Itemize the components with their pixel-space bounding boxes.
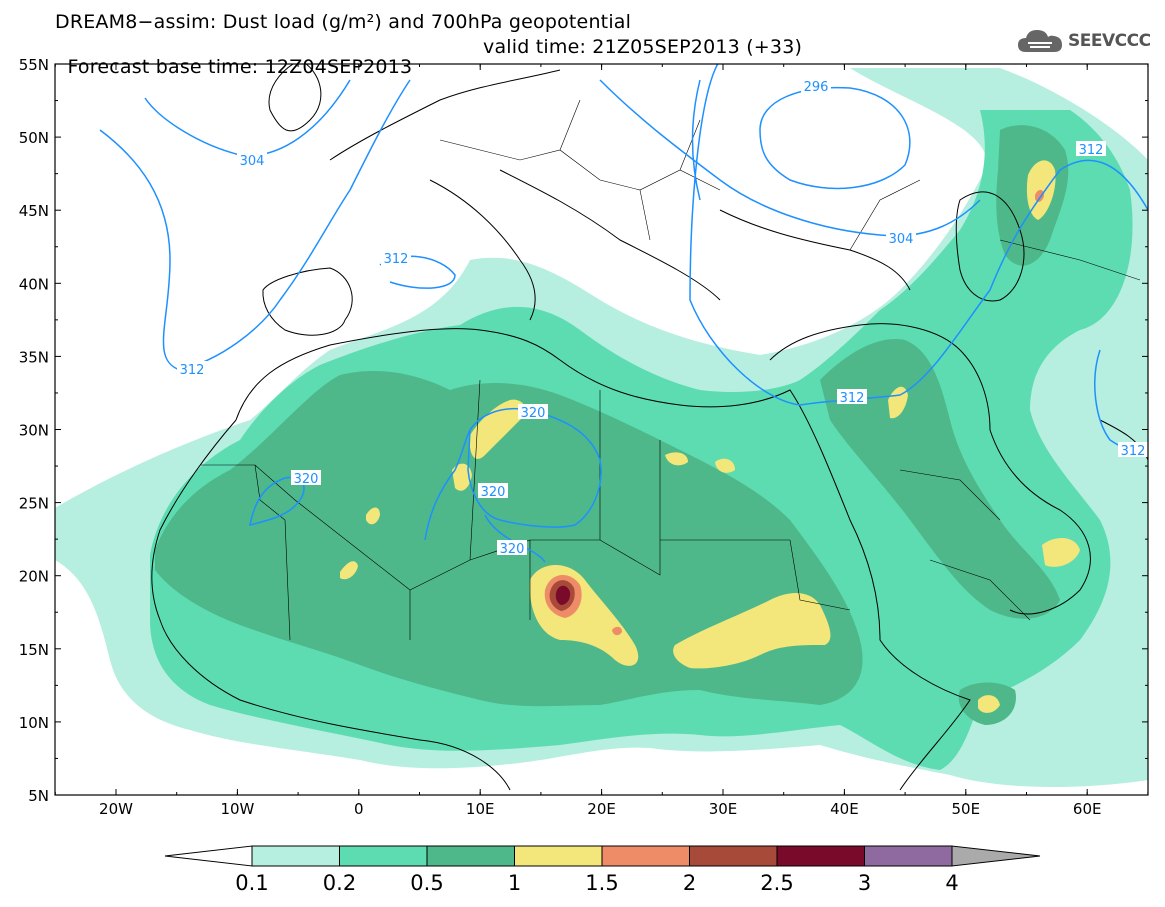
lat-label-30N: 30N bbox=[19, 422, 49, 440]
lon-label-40E: 40E bbox=[830, 800, 859, 818]
contour-label-bg bbox=[518, 404, 548, 419]
lat-label-40N: 40N bbox=[19, 275, 49, 293]
longitude-labels: 20W 10W 0 10E 20E 30E 40E 50E 60E bbox=[99, 800, 1101, 818]
contour-label: 304 bbox=[240, 154, 265, 169]
geopotential-contours bbox=[99, 64, 1148, 563]
colorbar-label: 3 bbox=[858, 871, 871, 895]
lat-label-10N: 10N bbox=[19, 714, 49, 732]
map-subtitle: Forecast base time: 12Z04SEP2013 valid t… bbox=[55, 37, 801, 97]
valid-time: valid time: 21Z05SEP2013 (+33) bbox=[483, 36, 803, 58]
colorbar-cell bbox=[689, 845, 778, 867]
logo-text: SEEVCCC bbox=[1068, 31, 1151, 51]
contour-label-bg bbox=[381, 250, 411, 265]
contour-label-bg bbox=[886, 230, 916, 245]
lat-label-5N: 5N bbox=[28, 787, 49, 805]
lat-label-45N: 45N bbox=[19, 202, 49, 220]
colorbar-cell bbox=[426, 845, 515, 867]
contour-label-bg bbox=[1076, 141, 1106, 156]
colorbar-cells bbox=[164, 845, 1041, 867]
lat-label-15N: 15N bbox=[19, 641, 49, 659]
contour-label: 312 bbox=[840, 391, 865, 406]
contour-label-bg bbox=[801, 78, 831, 93]
colorbar-cell bbox=[864, 845, 953, 867]
contour-label: 304 bbox=[889, 232, 914, 247]
contour-label-bg bbox=[177, 361, 207, 376]
colorbar-labels: 0.1 0.2 0.5 1 1.5 2 2.5 3 4 bbox=[235, 871, 958, 895]
contour-label: 320 bbox=[294, 472, 319, 487]
lat-label-20N: 20N bbox=[19, 568, 49, 586]
contour-label: 312 bbox=[180, 363, 205, 378]
contour-label: 312 bbox=[1121, 444, 1146, 459]
colorbar-cell bbox=[776, 845, 865, 867]
colorbar-label: 0.2 bbox=[323, 871, 356, 895]
contour-label: 296 bbox=[804, 80, 829, 95]
contour-labels: 296 304 304 312 312 312 312 312 320 320 320 320 bbox=[177, 78, 1148, 557]
colorbar-cell bbox=[514, 845, 603, 867]
contour-label-bg bbox=[478, 483, 508, 498]
contour-label-bg bbox=[1118, 442, 1148, 457]
forecast-base-time: Forecast base time: 12Z04SEP2013 bbox=[67, 56, 413, 78]
lat-label-35N: 35N bbox=[19, 348, 49, 366]
colorbar: 0.1 0.2 0.5 1 1.5 2 2.5 3 4 bbox=[164, 845, 1041, 895]
lat-label-25N: 25N bbox=[19, 495, 49, 513]
lon-label-50E: 50E bbox=[952, 800, 981, 818]
lon-label-10W: 10W bbox=[220, 800, 254, 818]
lon-label-10E: 10E bbox=[466, 800, 495, 818]
contour-label: 312 bbox=[1079, 143, 1104, 158]
colorbar-label: 2.5 bbox=[760, 871, 793, 895]
lon-label-30E: 30E bbox=[709, 800, 738, 818]
colorbar-label: 4 bbox=[945, 871, 958, 895]
dust-fields: 296 304 304 312 312 312 312 312 320 320 320 320 bbox=[55, 64, 1148, 791]
dust-load-map: 296 304 304 312 312 312 312 312 320 320 320 320 55N… bbox=[19, 56, 1149, 818]
contour-label-bg bbox=[291, 470, 321, 485]
contour-label: 320 bbox=[500, 542, 525, 557]
colorbar-over-triangle bbox=[951, 845, 1041, 867]
colorbar-cell bbox=[339, 845, 428, 867]
colorbar-cell bbox=[251, 845, 340, 867]
contour-label-bg bbox=[837, 389, 867, 404]
map-title: DREAM8−assim: Dust load (g/m²) and 700hP… bbox=[55, 11, 632, 33]
colorbar-label: 2 bbox=[683, 871, 696, 895]
lon-label-20W: 20W bbox=[99, 800, 133, 818]
contour-label: 320 bbox=[481, 485, 506, 500]
colorbar-label: 0.5 bbox=[410, 871, 443, 895]
lat-label-50N: 50N bbox=[19, 129, 49, 147]
contour-label-bg bbox=[497, 540, 527, 555]
colorbar-cell bbox=[601, 845, 690, 867]
colorbar-label: 0.1 bbox=[235, 871, 268, 895]
lat-label-55N: 55N bbox=[19, 56, 49, 74]
colorbar-label: 1 bbox=[508, 871, 521, 895]
coastlines bbox=[151, 64, 1148, 791]
cloud-icon bbox=[1018, 30, 1062, 52]
lon-label-0: 0 bbox=[354, 800, 364, 818]
latitude-labels: 55N 50N 45N 40N 35N 30N 25N 20N 15N 10N 5N bbox=[19, 56, 49, 805]
lon-label-60E: 60E bbox=[1073, 800, 1102, 818]
dust-level-2.5 bbox=[555, 585, 571, 605]
contour-label: 320 bbox=[521, 406, 546, 421]
contour-label-bg bbox=[237, 152, 267, 167]
axis-ticks bbox=[54, 63, 1149, 796]
colorbar-label: 1.5 bbox=[585, 871, 618, 895]
contour-label: 312 bbox=[384, 252, 409, 267]
lon-label-20E: 20E bbox=[587, 800, 616, 818]
seevccc-logo: SEEVCCC bbox=[1016, 24, 1151, 58]
colorbar-under-triangle bbox=[164, 845, 253, 867]
